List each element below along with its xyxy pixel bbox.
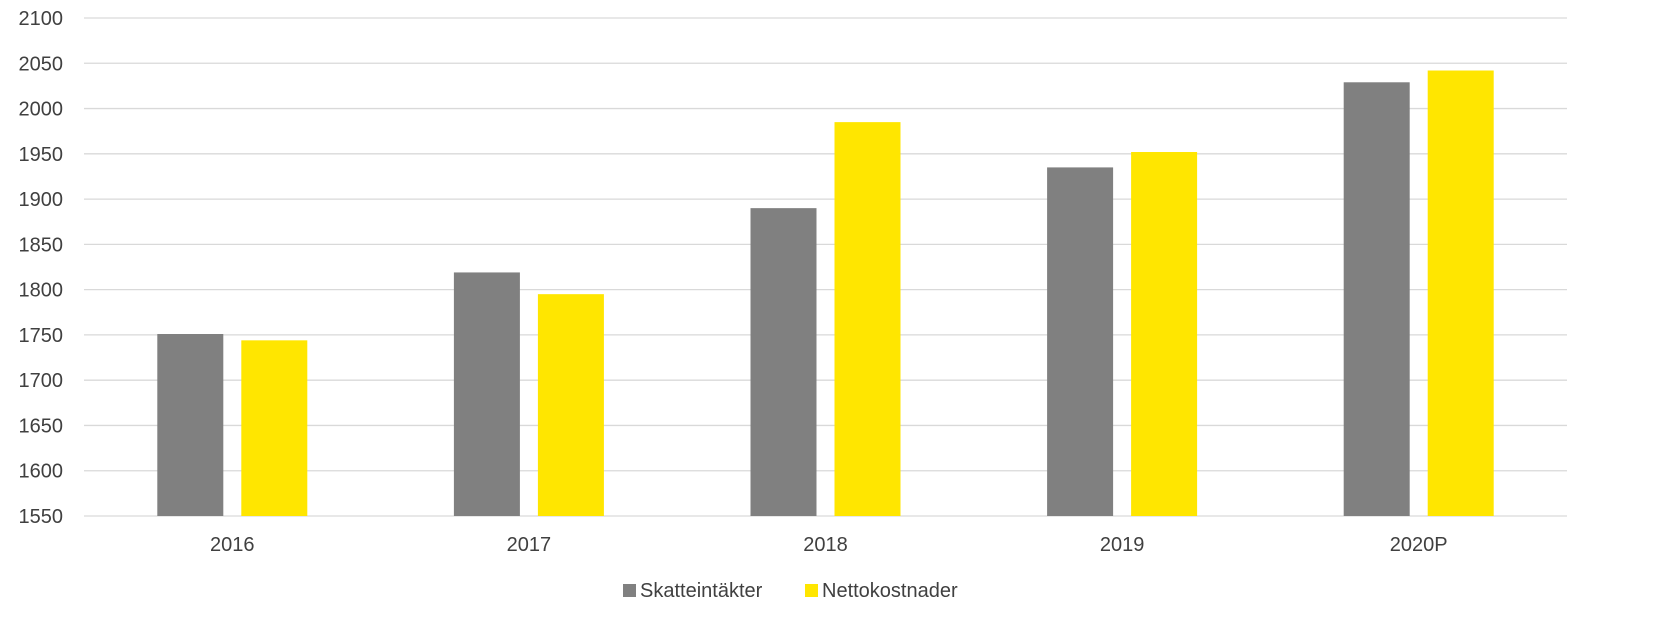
bars	[157, 70, 1494, 517]
bar-nettokostnader-2017	[537, 294, 604, 516]
y-tick-label: 1900	[19, 189, 64, 211]
bar-skatteintäkter-2018	[750, 208, 817, 517]
bar-skatteintäkter-2017	[453, 272, 520, 516]
bar-nettokostnader-2020p	[1427, 70, 1494, 517]
y-tick-label: 1650	[19, 415, 64, 437]
y-tick-label: 1950	[19, 144, 64, 166]
legend-swatch	[623, 584, 636, 597]
legend: Skatteintäkter Nettokostnader	[623, 580, 958, 602]
y-tick-label: 1600	[19, 461, 64, 483]
x-axis-ticks: 2016 2017 2018 2019 2020P	[210, 534, 1448, 556]
bar-nettokostnader-2016	[241, 340, 308, 516]
x-tick-label: 2018	[803, 534, 848, 556]
x-tick-label: 2019	[1100, 534, 1145, 556]
y-tick-label: 2100	[19, 8, 64, 30]
gridlines	[84, 17, 1567, 517]
bar-skatteintäkter-2020p	[1343, 82, 1410, 517]
legend-swatch	[805, 584, 818, 597]
x-tick-label: 2020P	[1390, 534, 1448, 556]
legend-label: Skatteintäkter	[640, 580, 763, 602]
bar-skatteintäkter-2019	[1047, 167, 1114, 516]
y-tick-label: 1700	[19, 370, 64, 392]
y-tick-label: 2050	[19, 53, 64, 75]
y-axis-ticks: 1550 1600 1650 1700 1750 1800 1850 1900 1950 2000…	[19, 8, 64, 528]
y-tick-label: 1800	[19, 280, 64, 302]
x-tick-label: 2016	[210, 534, 255, 556]
x-tick-label: 2017	[507, 534, 552, 556]
bar-skatteintäkter-2016	[157, 334, 224, 516]
bar-nettokostnader-2019	[1131, 152, 1198, 517]
legend-label: Nettokostnader	[822, 580, 958, 602]
y-tick-label: 1750	[19, 325, 64, 347]
y-tick-label: 2000	[19, 99, 64, 121]
y-tick-label: 1550	[19, 506, 64, 528]
bar-nettokostnader-2018	[834, 122, 901, 517]
y-tick-label: 1850	[19, 234, 64, 256]
